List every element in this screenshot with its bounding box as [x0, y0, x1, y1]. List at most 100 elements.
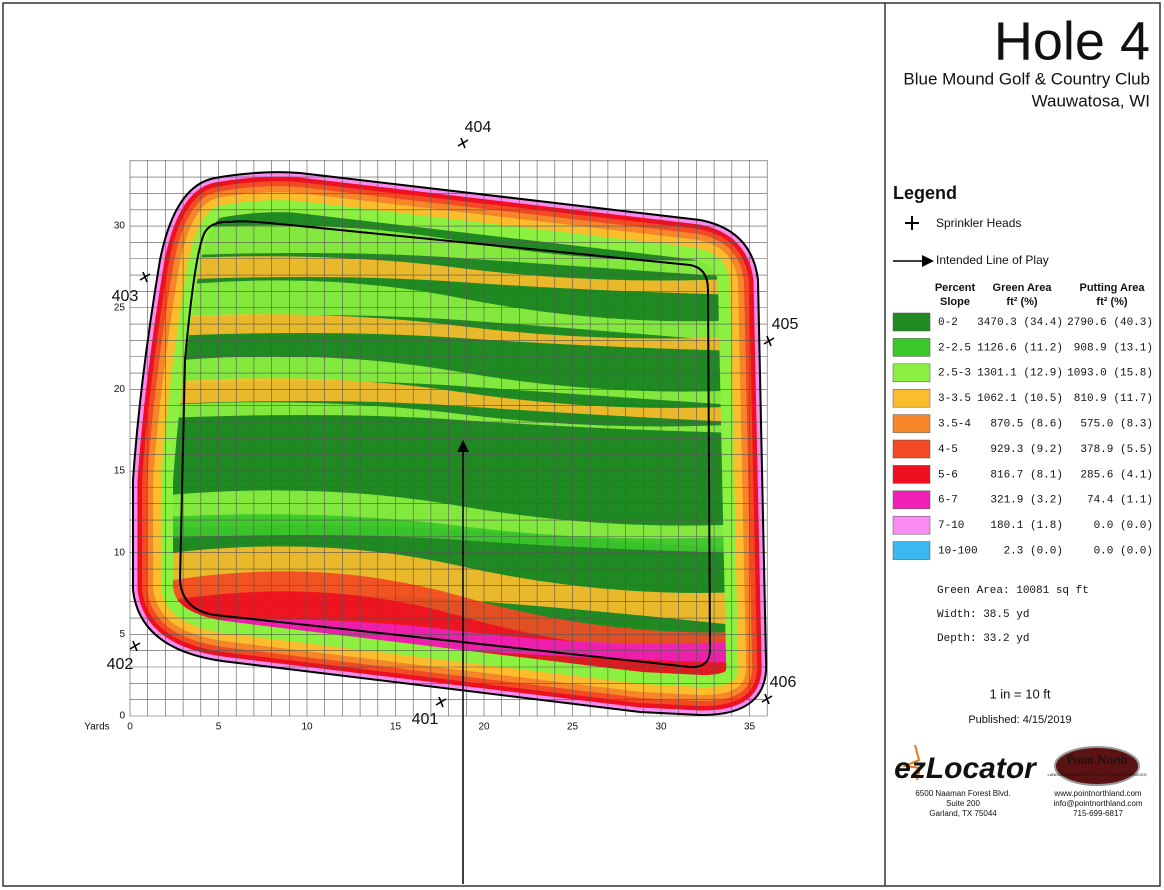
- club-location: Wauwatosa, WI: [1032, 91, 1150, 110]
- intended-line-of-play: [178, 220, 712, 669]
- putting-area: 378.9 (5.5): [1080, 444, 1153, 456]
- putting-area: 0.0 (0.0): [1094, 546, 1153, 558]
- ezlocator-star: [901, 744, 922, 781]
- slope-heatmap: [133, 172, 767, 716]
- sprinkler-head: [457, 137, 469, 149]
- green-stat: Green Area: 10081 sq ft: [937, 585, 1089, 597]
- legend-swatch: [892, 312, 931, 332]
- slope-zone: [133, 280, 767, 346]
- slope-range: 2-2.5: [938, 342, 971, 354]
- y-tick-label: 20: [114, 384, 126, 395]
- slope-range: 2.5-3: [938, 368, 971, 380]
- green-area: 2.3 (0.0): [1004, 546, 1063, 558]
- putting-area: 810.9 (11.7): [1074, 393, 1153, 405]
- x-tick-label: 10: [301, 722, 313, 733]
- slope-range: 4-5: [938, 444, 958, 456]
- y-tick-label: 0: [119, 711, 125, 722]
- putting-area: 575.0 (8.3): [1080, 419, 1153, 431]
- sprinkler-label: 404: [465, 119, 492, 136]
- sprinkler-head: [763, 335, 775, 347]
- ezlocator-logo: ezLocator: [894, 752, 1038, 785]
- green-area: 321.9 (3.2): [990, 495, 1063, 507]
- legend-column-header: Percent: [935, 282, 976, 294]
- yard-grid: [129, 160, 768, 717]
- legend-swatch: [892, 338, 931, 357]
- putting-area: 2790.6 (40.3): [1067, 317, 1153, 329]
- hole-title: Hole 4: [994, 11, 1150, 71]
- legend-swatch: [892, 388, 931, 408]
- legend-title: Legend: [893, 183, 957, 203]
- legend-swatch: [892, 465, 931, 484]
- putting-area: 1093.0 (15.8): [1067, 368, 1153, 380]
- legend-line-of-play: Intended Line of Play: [936, 253, 1049, 267]
- legend-column-header: ft² (%): [1096, 296, 1127, 308]
- x-tick-label: 35: [744, 722, 756, 733]
- slope-range: 3-3.5: [938, 393, 971, 405]
- x-tick-label: 30: [655, 722, 667, 733]
- slope-range: 5-6: [938, 469, 958, 481]
- green-area: 929.3 (9.2): [990, 444, 1063, 456]
- legend-column-header: ft² (%): [1006, 296, 1037, 308]
- green-area: 816.7 (8.1): [990, 469, 1063, 481]
- sprinkler-label: 406: [770, 674, 797, 691]
- sprinkler-label: 403: [112, 288, 139, 305]
- putting-area: 0.0 (0.0): [1094, 520, 1153, 532]
- x-tick-label: 15: [390, 722, 402, 733]
- published-date: Published: 4/15/2019: [968, 714, 1071, 726]
- sprinkler-head: [129, 640, 141, 652]
- slope-zone: [133, 514, 767, 554]
- slope-zone: [133, 546, 767, 630]
- y-tick-label: 10: [114, 547, 126, 558]
- address-line: 6500 Naaman Forest Blvd.: [915, 789, 1010, 798]
- legend-sprinkler: Sprinkler Heads: [936, 216, 1021, 230]
- legend-swatch: [892, 439, 931, 459]
- axis-label: Yards: [84, 722, 109, 733]
- y-tick-label: 25: [114, 302, 126, 313]
- sprinkler-label: 405: [772, 316, 799, 333]
- contact-line: 715-699-6817: [1073, 809, 1123, 818]
- address-line: Garland, TX 75044: [929, 809, 997, 818]
- legend-swatch: [892, 363, 931, 383]
- sprinkler-head: [435, 696, 447, 708]
- legend-swatch: [892, 490, 931, 510]
- legend-swatch: [892, 515, 931, 535]
- point-north-logo: Point North: [1066, 752, 1128, 767]
- slope-zone: [133, 402, 767, 434]
- y-tick-label: 30: [114, 221, 126, 232]
- sprinkler-head: [139, 271, 151, 283]
- slope-zone: [133, 356, 767, 408]
- slope-zone: [133, 314, 767, 352]
- slope-zone: [133, 378, 767, 424]
- green-area: 1062.1 (10.5): [977, 393, 1063, 405]
- green-stat: Width: 38.5 yd: [937, 609, 1029, 621]
- legend-swatch: [892, 414, 931, 433]
- x-tick-label: 20: [478, 722, 490, 733]
- slope-range: 0-2: [938, 317, 958, 329]
- legend-swatch: [892, 541, 931, 560]
- putting-area: 908.9 (13.1): [1074, 342, 1153, 354]
- map-scale: 1 in = 10 ft: [989, 686, 1050, 701]
- point-north-badge: [1054, 746, 1140, 786]
- slope-zone: [133, 225, 767, 280]
- green-area: 180.1 (1.8): [990, 520, 1063, 532]
- sprinkler-label: 402: [107, 656, 134, 673]
- legend-column-header: Putting Area: [1080, 282, 1146, 294]
- slope-zone: [133, 256, 767, 296]
- x-tick-label: 0: [127, 722, 133, 733]
- y-tick-label: 5: [119, 629, 125, 640]
- contact-line: www.pointnorthland.com: [1053, 789, 1141, 798]
- sprinkler-label: 401: [412, 711, 439, 728]
- slope-range: 10-100: [938, 546, 978, 558]
- x-tick-label: 25: [567, 722, 579, 733]
- club-name: Blue Mound Golf & Country Club: [903, 69, 1150, 88]
- sprinkler-symbol: [905, 216, 919, 230]
- green-area: 1126.6 (11.2): [977, 342, 1063, 354]
- slope-range: 7-10: [938, 520, 964, 532]
- green-area: 3470.3 (34.4): [977, 317, 1063, 329]
- address-line: Suite 200: [946, 799, 980, 808]
- x-tick-label: 5: [216, 722, 222, 733]
- green-area: 870.5 (8.6): [990, 419, 1063, 431]
